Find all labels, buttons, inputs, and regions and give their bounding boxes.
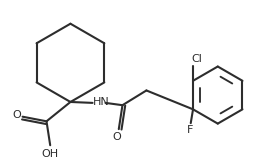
Text: O: O xyxy=(112,132,121,142)
Text: Cl: Cl xyxy=(191,54,202,64)
Text: O: O xyxy=(12,110,21,120)
Text: OH: OH xyxy=(41,148,58,159)
Text: HN: HN xyxy=(93,96,110,107)
Text: F: F xyxy=(187,125,193,135)
